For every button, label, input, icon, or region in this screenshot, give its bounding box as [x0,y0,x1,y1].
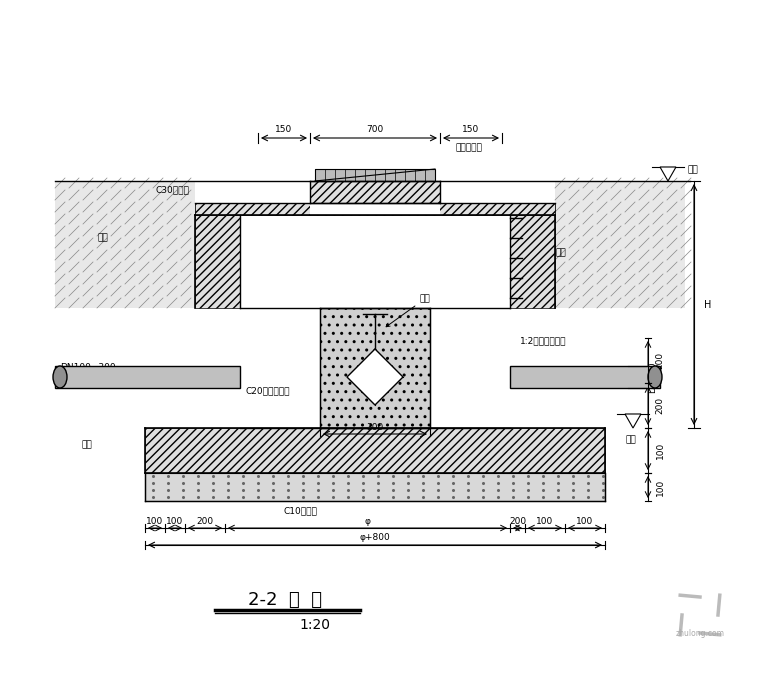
Text: 盖板: 盖板 [98,234,109,243]
Bar [195,203,555,215]
Text: φ: φ [365,516,371,525]
Text: 路面: 路面 [688,166,698,175]
Text: 150: 150 [462,125,480,134]
Bar [510,215,555,308]
Text: 100: 100 [166,516,184,525]
Text: 井盖及盖座: 井盖及盖座 [455,143,482,152]
Text: 300: 300 [366,423,384,432]
Text: 200: 200 [509,516,526,525]
Bar [145,473,605,501]
Text: C10砼垫层: C10砼垫层 [283,507,317,516]
Text: 100: 100 [655,442,664,459]
Text: C30砼井圈: C30砼井圈 [155,186,189,195]
Text: 100: 100 [576,516,594,525]
Bar [195,203,555,215]
Bar [240,215,510,308]
Text: DN100~300: DN100~300 [60,364,116,373]
Text: 100: 100 [147,516,163,525]
Text: 1:20: 1:20 [299,618,331,632]
Bar [145,428,605,473]
Bar [555,181,685,308]
Text: 井底: 井底 [625,435,636,444]
Polygon shape [660,167,676,181]
Text: 200: 200 [196,516,214,525]
Text: 100: 100 [655,478,664,495]
Text: zhulong.com: zhulong.com [676,629,724,638]
Bar [510,366,660,388]
Bar [195,215,240,308]
Ellipse shape [648,366,662,388]
Text: C20混凝土支墩: C20混凝土支墩 [245,387,290,396]
Text: 150: 150 [275,125,293,134]
Text: H: H [704,299,711,310]
Text: D+100: D+100 [648,361,657,393]
Bar [55,181,195,308]
Text: 阀阀: 阀阀 [386,294,431,326]
Bar [55,366,240,388]
Bar [315,169,435,181]
Text: 200: 200 [655,397,664,414]
Text: 1:2水泥砂浆填塞: 1:2水泥砂浆填塞 [520,337,566,346]
Ellipse shape [53,366,67,388]
Text: 200: 200 [655,352,664,369]
Text: 踏步: 踏步 [555,249,565,258]
Text: φ+800: φ+800 [359,534,391,543]
Text: 底板: 底板 [82,441,93,450]
Polygon shape [347,349,403,405]
Text: 100: 100 [537,516,553,525]
Bar [310,181,440,203]
Text: 700: 700 [366,125,384,134]
Text: 2-2  剖  面: 2-2 剖 面 [248,591,322,609]
Bar [320,308,430,428]
Polygon shape [625,414,641,428]
Bar [310,203,440,215]
